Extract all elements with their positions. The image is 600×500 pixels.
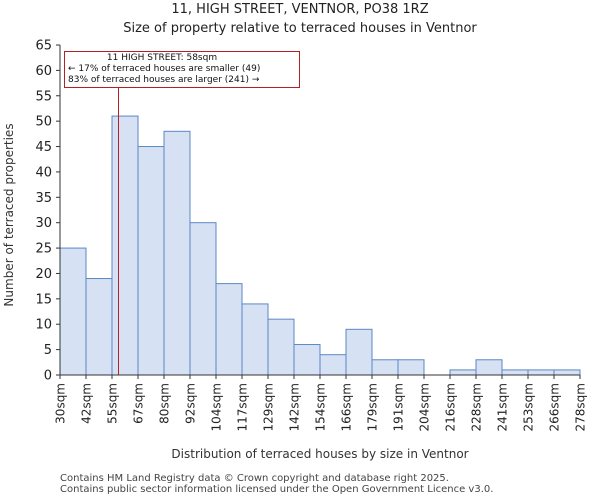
y-tick-label: 30 <box>35 216 52 231</box>
y-axis-label: Number of terraced properties <box>2 123 16 306</box>
y-tick-label: 35 <box>35 191 52 206</box>
x-tick-label: 104sqm <box>210 383 224 431</box>
x-tick-label: 179sqm <box>366 383 380 431</box>
x-tick-label: 117sqm <box>236 383 250 431</box>
histogram-bar <box>527 369 555 376</box>
y-tick-label: 65 <box>35 39 52 54</box>
annotation-line-1: 11 HIGH STREET: 58sqm <box>106 53 218 63</box>
y-tick-label: 40 <box>35 165 52 180</box>
histogram-bar <box>137 146 165 376</box>
x-axis-label: Distribution of terraced houses by size … <box>171 447 468 461</box>
x-tick-label: 92sqm <box>184 383 198 424</box>
y-tick-label: 55 <box>35 89 52 104</box>
y-tick-label: 60 <box>35 64 52 79</box>
histogram-bar <box>501 369 529 376</box>
x-tick-label: 154sqm <box>314 383 328 431</box>
annotation-line-3: 83% of terraced houses are larger (241) … <box>68 75 260 85</box>
x-tick-label: 228sqm <box>470 383 484 431</box>
y-tick-label: 15 <box>35 292 52 307</box>
x-tick-label: 55sqm <box>106 383 120 424</box>
x-tick-label: 253sqm <box>522 383 536 431</box>
chart-title: 11, HIGH STREET, VENTNOR, PO38 1RZ <box>171 2 429 17</box>
x-tick-label: 191sqm <box>392 383 406 431</box>
footer-licence: Contains public sector information licen… <box>60 484 494 495</box>
histogram-bar <box>59 247 87 376</box>
y-tick-label: 10 <box>35 318 52 333</box>
histogram-bar <box>111 115 139 376</box>
x-tick-label: 216sqm <box>444 383 458 431</box>
footer-copyright: Contains HM Land Registry data © Crown c… <box>60 473 449 484</box>
y-tick-label: 45 <box>35 140 52 155</box>
x-tick-label: 166sqm <box>340 383 354 431</box>
histogram-bar <box>475 359 503 376</box>
histogram-bar <box>397 359 425 376</box>
x-tick-label: 266sqm <box>548 383 562 431</box>
histogram-bar <box>85 278 113 376</box>
x-tick-label: 67sqm <box>132 383 146 424</box>
histogram-bar <box>267 318 295 376</box>
histogram-bar <box>345 328 373 376</box>
histogram-bar <box>189 222 217 376</box>
x-tick-label: 241sqm <box>496 383 510 431</box>
histogram-bar <box>319 354 347 376</box>
histogram-bar <box>293 344 321 376</box>
y-tick-label: 20 <box>35 267 52 282</box>
x-tick-label: 204sqm <box>418 383 432 431</box>
y-tick-label: 0 <box>44 369 52 384</box>
histogram-bar <box>163 130 191 376</box>
x-tick-label: 80sqm <box>158 383 172 424</box>
histogram-bar <box>215 283 243 376</box>
x-tick-label: 30sqm <box>54 383 68 424</box>
property-annotation-box: 11 HIGH STREET: 58sqm ← 17% of terraced … <box>64 51 300 88</box>
histogram-bar <box>449 369 477 376</box>
y-tick-label: 50 <box>35 115 52 130</box>
x-tick-label: 278sqm <box>574 383 588 431</box>
chart-subtitle: Size of property relative to terraced ho… <box>123 21 477 36</box>
histogram-bar <box>553 369 581 376</box>
histogram-bar <box>371 359 399 376</box>
y-tick-label: 5 <box>44 343 52 358</box>
x-tick-label: 129sqm <box>262 383 276 431</box>
annotation-line-2: ← 17% of terraced houses are smaller (49… <box>68 64 261 74</box>
histogram-bar <box>241 303 269 376</box>
x-tick-label: 142sqm <box>288 383 302 431</box>
x-tick-label: 42sqm <box>80 383 94 424</box>
y-tick-label: 25 <box>35 242 52 257</box>
